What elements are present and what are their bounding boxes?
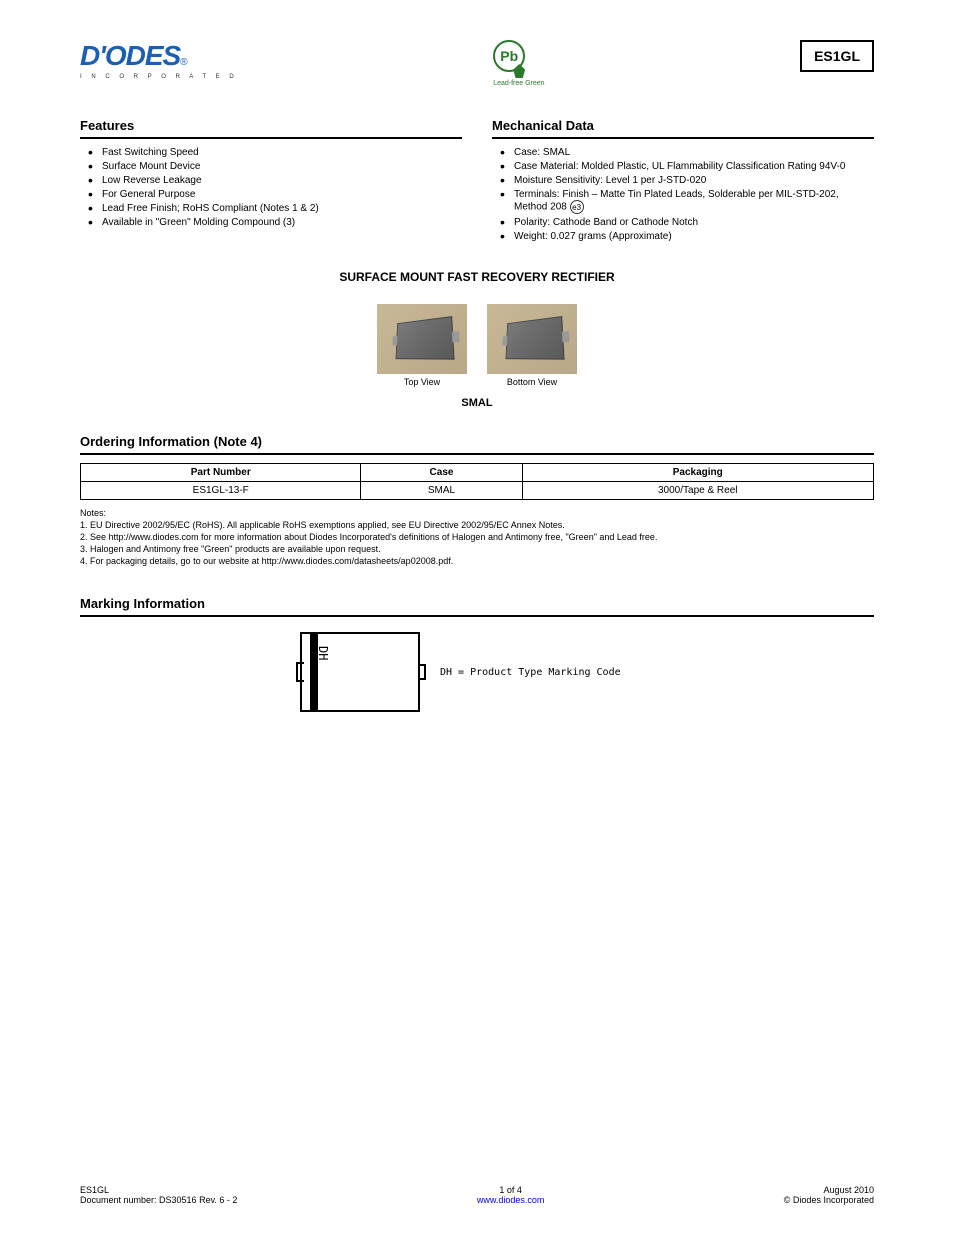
table-header: Case: [361, 464, 522, 482]
footer-center: 1 of 4 www.diodes.com: [477, 1185, 545, 1205]
marking-diagram-box: DH: [300, 632, 420, 712]
feature-item: Lead Free Finish; RoHS Compliant (Notes …: [88, 203, 462, 214]
table-cell: SMAL: [361, 482, 522, 500]
notes-title: Notes:: [80, 508, 874, 518]
note-item: 3. Halogen and Antimony free "Green" pro…: [80, 544, 874, 554]
brand-sub: I N C O R P O R A T E D: [80, 74, 238, 80]
brand-logo: D'ODES: [80, 40, 180, 72]
footer-right: August 2010 © Diodes Incorporated: [784, 1185, 874, 1205]
feature-item: Available in "Green" Molding Compound (3…: [88, 217, 462, 228]
ordering-title: Ordering Information (Note 4): [80, 434, 874, 455]
feature-item: Fast Switching Speed: [88, 147, 462, 158]
table-header-row: Part Number Case Packaging: [81, 464, 874, 482]
note-item: 2. See http://www.diodes.com for more in…: [80, 532, 874, 542]
pb-free-label: Lead-free Green: [493, 80, 544, 87]
table-cell: 3000/Tape & Reel: [522, 482, 873, 500]
feature-item: Low Reverse Leakage: [88, 175, 462, 186]
mechdata-list: Case: SMAL Case Material: Molded Plastic…: [492, 147, 874, 242]
table-header: Packaging: [522, 464, 873, 482]
package-label: SMAL: [80, 397, 874, 409]
part-number-box: ES1GL: [800, 40, 874, 72]
table-header: Part Number: [81, 464, 361, 482]
pb-free-icon: Pb: [493, 40, 525, 72]
ordering-table: Part Number Case Packaging ES1GL-13-F SM…: [80, 463, 874, 500]
mechdata-item: Polarity: Cathode Band or Cathode Notch: [500, 217, 874, 228]
marking-code: DH: [316, 646, 330, 660]
note-item: 4. For packaging details, go to our webs…: [80, 556, 874, 566]
note-item: 1. EU Directive 2002/95/EC (RoHS). All a…: [80, 520, 874, 530]
footer-link[interactable]: www.diodes.com: [477, 1195, 545, 1205]
feature-item: For General Purpose: [88, 189, 462, 200]
marking-title: Marking Information: [80, 596, 874, 617]
table-cell: ES1GL-13-F: [81, 482, 361, 500]
mechdata-item: Case Material: Molded Plastic, UL Flamma…: [500, 161, 874, 172]
package-top-image: [377, 304, 467, 374]
registered-mark: ®: [180, 57, 187, 68]
table-row: ES1GL-13-F SMAL 3000/Tape & Reel: [81, 482, 874, 500]
features-list: Fast Switching Speed Surface Mount Devic…: [80, 147, 462, 228]
mechdata-item: Weight: 0.027 grams (Approximate): [500, 231, 874, 242]
features-title: Features: [80, 118, 462, 139]
package-bottom-image: [487, 304, 577, 374]
marking-legend: DH = Product Type Marking Code: [440, 667, 621, 678]
main-description-title: SURFACE MOUNT FAST RECOVERY RECTIFIER: [80, 270, 874, 284]
mechdata-item: Terminals: Finish – Matte Tin Plated Lea…: [500, 189, 874, 214]
mechdata-item: Case: SMAL: [500, 147, 874, 158]
mechdata-item: Moisture Sensitivity: Level 1 per J-STD-…: [500, 175, 874, 186]
e3-icon: e3: [570, 200, 584, 214]
footer-left: ES1GL Document number: DS30516 Rev. 6 - …: [80, 1185, 237, 1205]
bottom-view-label: Bottom View: [487, 377, 577, 387]
mechdata-title: Mechanical Data: [492, 118, 874, 139]
feature-item: Surface Mount Device: [88, 161, 462, 172]
top-view-label: Top View: [377, 377, 467, 387]
